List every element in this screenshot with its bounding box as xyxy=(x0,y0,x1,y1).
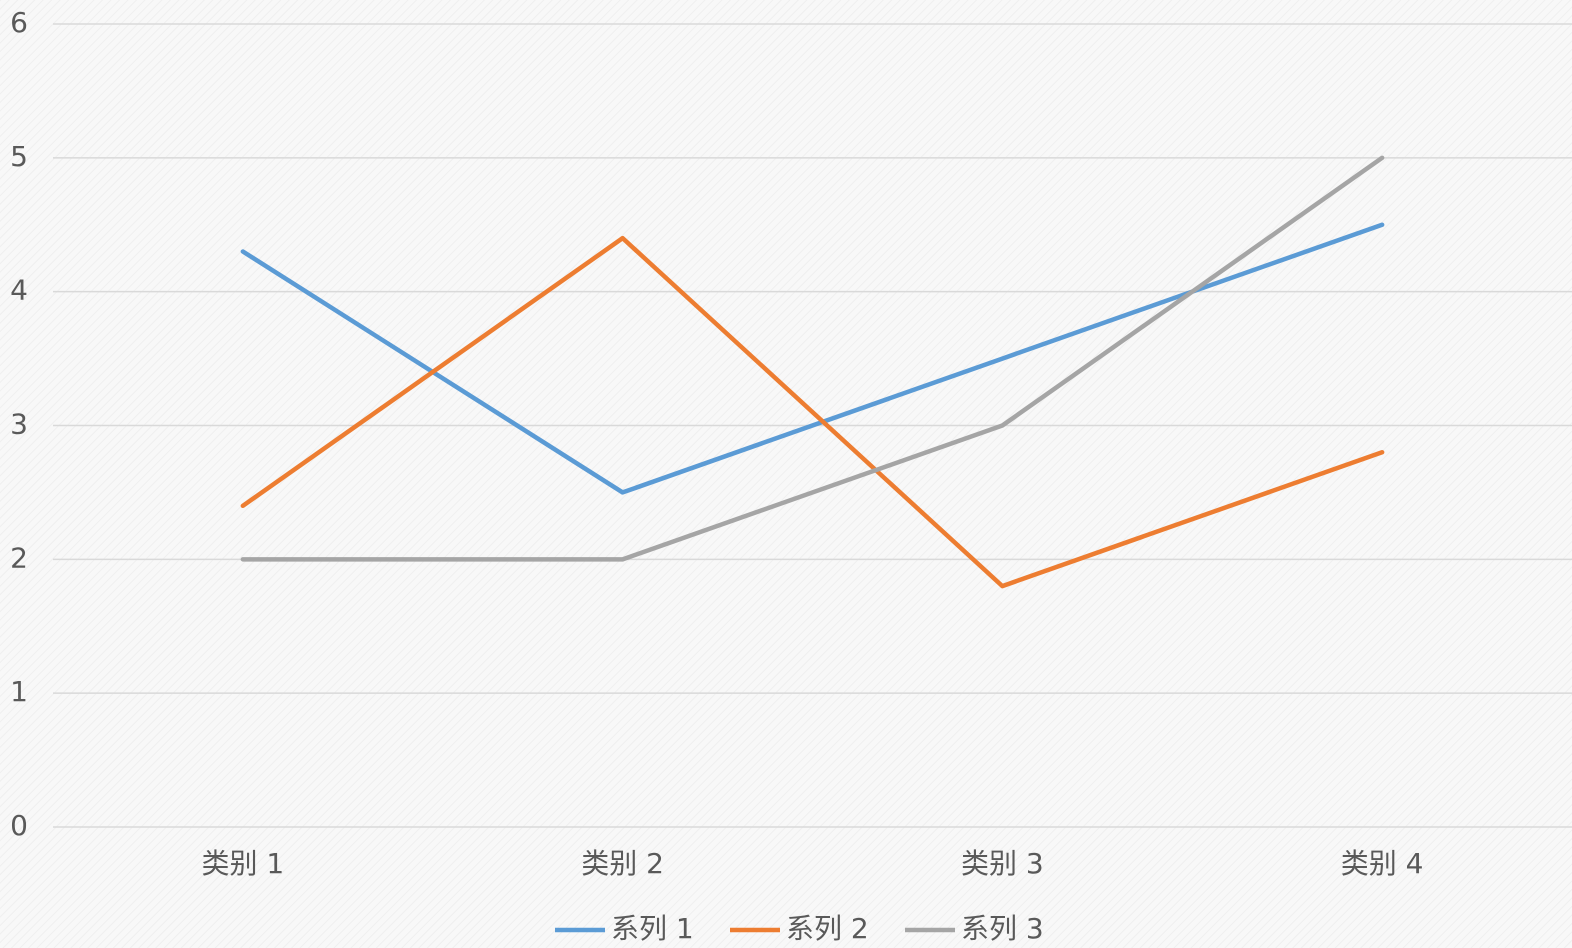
x-tick-label: 类别 4 xyxy=(1341,847,1424,880)
x-tick-label: 类别 3 xyxy=(961,847,1044,880)
x-tick-label: 类别 2 xyxy=(581,847,664,880)
y-tick-label: 3 xyxy=(10,408,28,441)
y-tick-label: 4 xyxy=(10,274,28,307)
x-tick-label: 类别 1 xyxy=(202,847,285,880)
y-tick-label: 0 xyxy=(10,809,28,842)
legend-label: 系列 1 xyxy=(611,912,694,945)
series-line xyxy=(240,155,1385,562)
y-tick-label: 2 xyxy=(10,541,28,574)
y-tick-label: 6 xyxy=(10,6,28,39)
legend-label: 系列 3 xyxy=(961,912,1044,945)
series-line xyxy=(240,235,1385,589)
legend-label: 系列 2 xyxy=(786,912,869,945)
y-tick-label: 5 xyxy=(10,140,28,173)
y-tick-label: 1 xyxy=(10,675,28,708)
